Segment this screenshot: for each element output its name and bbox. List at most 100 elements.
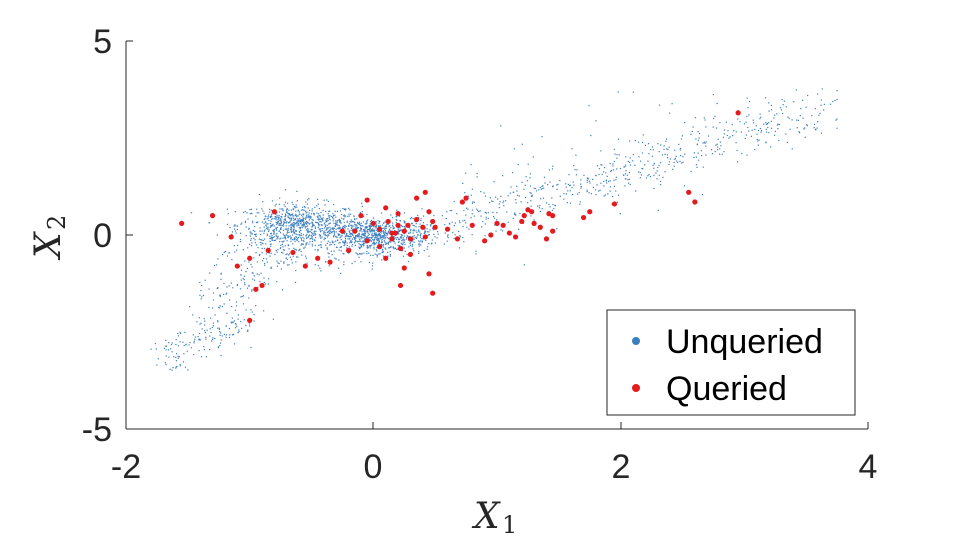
- unqueried-point: [427, 246, 428, 247]
- unqueried-point: [182, 342, 183, 343]
- unqueried-point: [298, 250, 299, 251]
- unqueried-point: [569, 185, 570, 186]
- unqueried-point: [354, 261, 355, 262]
- queried-point: [426, 271, 431, 276]
- unqueried-point: [277, 238, 278, 239]
- unqueried-point: [250, 264, 251, 265]
- unqueried-point: [293, 256, 294, 257]
- unqueried-point: [625, 170, 626, 171]
- unqueried-point: [633, 92, 634, 93]
- unqueried-point: [426, 224, 427, 225]
- unqueried-point: [351, 227, 352, 228]
- unqueried-point: [298, 215, 299, 216]
- unqueried-point: [355, 245, 356, 246]
- unqueried-point: [770, 146, 771, 147]
- unqueried-point: [554, 205, 555, 206]
- unqueried-point: [468, 228, 469, 229]
- unqueried-point: [287, 203, 288, 204]
- unqueried-point: [293, 209, 294, 210]
- unqueried-point: [336, 258, 337, 259]
- unqueried-point: [361, 228, 362, 229]
- unqueried-point: [377, 238, 378, 239]
- unqueried-point: [303, 234, 304, 235]
- unqueried-point: [302, 237, 303, 238]
- unqueried-point: [345, 240, 346, 241]
- unqueried-point: [737, 118, 738, 119]
- unqueried-point: [285, 254, 286, 255]
- unqueried-point: [381, 252, 382, 253]
- unqueried-point: [580, 187, 581, 188]
- unqueried-point: [234, 245, 235, 246]
- unqueried-point: [659, 151, 660, 152]
- unqueried-point: [312, 210, 313, 211]
- unqueried-point: [312, 233, 313, 234]
- unqueried-point: [151, 349, 152, 350]
- unqueried-point: [357, 254, 358, 255]
- unqueried-point: [226, 313, 227, 314]
- unqueried-point: [462, 237, 463, 238]
- unqueried-point: [485, 219, 486, 220]
- unqueried-point: [416, 236, 417, 237]
- unqueried-point: [777, 124, 778, 125]
- unqueried-point: [204, 330, 205, 331]
- unqueried-point: [374, 239, 375, 240]
- unqueried-point: [387, 233, 388, 234]
- unqueried-point: [308, 214, 309, 215]
- unqueried-point: [297, 218, 298, 219]
- unqueried-point: [539, 207, 540, 208]
- unqueried-point: [623, 175, 624, 176]
- queried-point: [398, 283, 403, 288]
- unqueried-point: [381, 212, 382, 213]
- unqueried-point: [405, 227, 406, 228]
- unqueried-point: [641, 168, 642, 169]
- queried-point: [266, 248, 271, 253]
- unqueried-point: [815, 129, 816, 130]
- unqueried-point: [393, 228, 394, 229]
- unqueried-point: [281, 268, 282, 269]
- unqueried-point: [283, 221, 284, 222]
- unqueried-point: [285, 245, 286, 246]
- unqueried-point: [417, 215, 418, 216]
- unqueried-point: [365, 227, 366, 228]
- unqueried-point: [210, 318, 211, 319]
- unqueried-point: [309, 223, 310, 224]
- unqueried-point: [288, 217, 289, 218]
- unqueried-point: [591, 193, 592, 194]
- queried-point: [386, 219, 391, 224]
- unqueried-point: [212, 327, 213, 328]
- unqueried-point: [250, 233, 251, 234]
- unqueried-point: [648, 143, 649, 144]
- unqueried-point: [428, 231, 429, 232]
- unqueried-point: [288, 222, 289, 223]
- unqueried-point: [291, 214, 292, 215]
- unqueried-point: [374, 232, 375, 233]
- unqueried-point: [502, 230, 503, 231]
- unqueried-point: [237, 226, 238, 227]
- unqueried-point: [353, 225, 354, 226]
- unqueried-point: [312, 222, 313, 223]
- unqueried-point: [376, 235, 377, 236]
- unqueried-point: [310, 238, 311, 239]
- unqueried-point: [253, 230, 254, 231]
- unqueried-point: [627, 179, 628, 180]
- unqueried-point: [209, 273, 210, 274]
- unqueried-point: [606, 180, 607, 181]
- unqueried-point: [360, 236, 361, 237]
- unqueried-point: [315, 234, 316, 235]
- unqueried-point: [459, 235, 460, 236]
- unqueried-point: [333, 215, 334, 216]
- unqueried-point: [404, 247, 405, 248]
- unqueried-point: [180, 365, 181, 366]
- unqueried-point: [268, 231, 269, 232]
- unqueried-point: [332, 242, 333, 243]
- unqueried-point: [191, 347, 192, 348]
- unqueried-point: [248, 297, 249, 298]
- unqueried-point: [767, 123, 768, 124]
- unqueried-point: [300, 244, 301, 245]
- unqueried-point: [209, 349, 210, 350]
- unqueried-point: [768, 111, 769, 112]
- unqueried-point: [389, 229, 390, 230]
- unqueried-point: [347, 221, 348, 222]
- unqueried-point: [598, 174, 599, 175]
- unqueried-point: [690, 171, 691, 172]
